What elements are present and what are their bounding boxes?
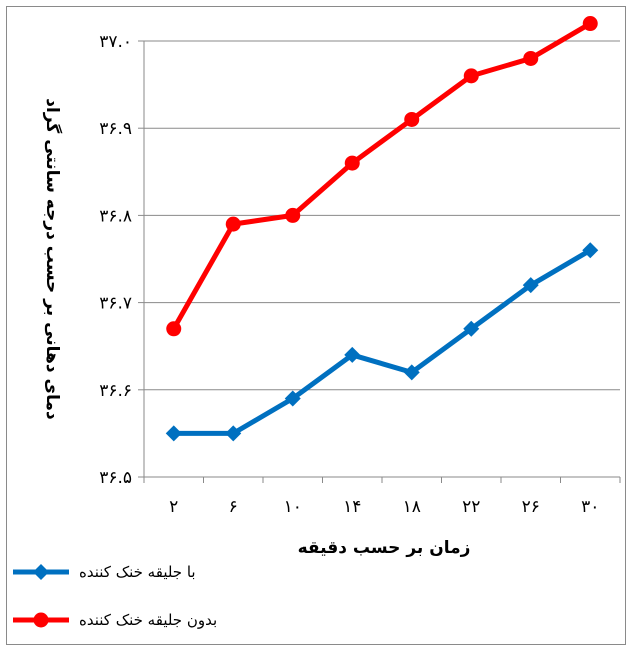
x-tick-label: ۲: [169, 497, 178, 517]
y-tick-label: ۳۶.۷: [99, 294, 132, 314]
x-tick-label: ۲۲: [462, 497, 480, 517]
y-tick-label: ۳۶.۹: [99, 119, 132, 139]
x-tick-label: ۱۸: [403, 497, 421, 517]
line-chart: ۳۶.۵۳۶.۶۳۶.۷۳۶.۸۳۶.۹۳۷.۰ ۲ ۶ ۱۰ ۱۴ ۱۸ ۲۲ ۲۶ ۳۰ …: [13, 16, 621, 629]
data-point: [284, 390, 301, 407]
legend-marker: [33, 564, 49, 580]
x-tick-labels: ۲ ۶ ۱۰ ۱۴ ۱۸ ۲۲ ۲۶ ۳۰: [169, 497, 599, 517]
legend-item: با جلیقه خنک کننده: [13, 563, 196, 581]
data-point: [523, 50, 539, 66]
data-point: [404, 111, 420, 127]
data-point: [165, 425, 182, 442]
x-tick-label: ۳۰: [581, 497, 599, 517]
series-group: [165, 16, 599, 442]
chart-frame: ۳۶.۵ ۳۶.۶ ۳۶.۷ ۳۶.۸ ۳۶.۹ ۳۷.۰ ۲ ۶ ۱۰ ۱۴ ۱۸ ۲۲ ۲۶ ۳۰ …: [6, 6, 626, 645]
y-tick-label: ۳۷.۰: [99, 32, 132, 52]
data-point: [463, 320, 480, 337]
data-point: [225, 216, 241, 232]
x-tick-label: ۱۰: [284, 497, 302, 517]
gridlines: [138, 40, 621, 483]
legend-label: با جلیقه خنک کننده: [79, 563, 196, 581]
series-line: [173, 248, 592, 436]
axes: [143, 41, 620, 478]
data-point: [344, 346, 361, 363]
legend-label: بدون جلیقه خنک کننده: [79, 611, 217, 629]
data-point: [403, 364, 420, 381]
data-point: [463, 68, 479, 84]
x-tick-label: ۶: [229, 497, 238, 517]
y-tick-label: ۳۶.۶: [99, 381, 132, 401]
data-point: [166, 321, 182, 337]
y-tick-labels: ۳۶.۵ ۳۶.۶ ۳۶.۷ ۳۶.۸ ۳۶.۹ ۳۷.۰: [99, 32, 132, 488]
series-line: [171, 21, 592, 330]
series-1: [165, 242, 599, 442]
legend: با جلیقه خنک کننده بدون جلیقه خنک کننده: [13, 563, 217, 629]
data-point: [225, 425, 242, 442]
series-2: [166, 16, 598, 337]
x-tick-label: ۲۶: [522, 497, 540, 517]
x-tick-label: ۱۴: [343, 497, 361, 517]
data-point: [582, 16, 598, 32]
legend-marker: [33, 612, 49, 628]
data-point: [285, 207, 301, 223]
data-point: [582, 242, 599, 259]
y-axis-title: دمای دهانی بر حسب درجه سانتی گراد: [42, 98, 63, 420]
y-tick-label: ۳۶.۸: [99, 206, 132, 226]
legend-item: بدون جلیقه خنک کننده: [13, 611, 217, 629]
data-point: [522, 277, 539, 294]
data-point: [344, 155, 360, 171]
x-axis-title: زمان بر حسب دقیقه: [298, 538, 471, 558]
y-tick-label: ۳۶.۵: [99, 468, 132, 488]
